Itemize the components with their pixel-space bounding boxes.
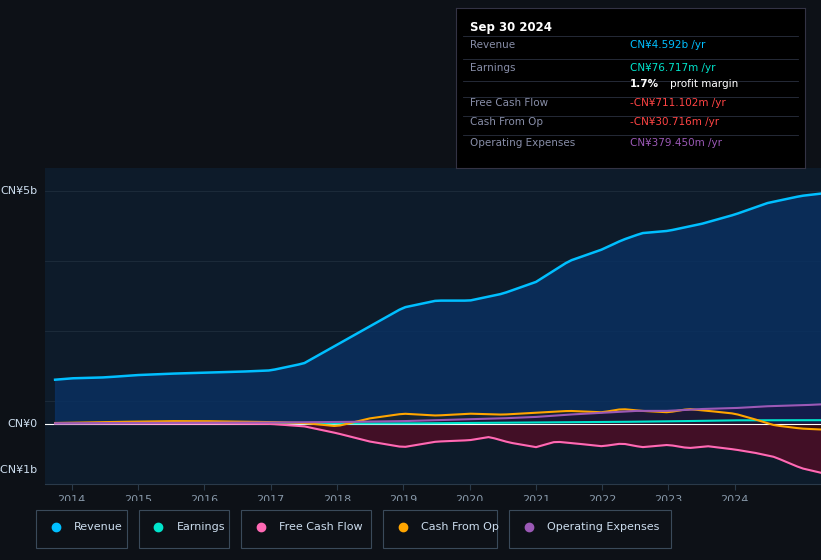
Text: Revenue: Revenue xyxy=(470,40,515,50)
Text: CN¥5b: CN¥5b xyxy=(0,186,38,196)
Text: -CN¥711.102m /yr: -CN¥711.102m /yr xyxy=(631,98,726,108)
Text: profit margin: profit margin xyxy=(670,78,739,88)
Text: Cash From Op: Cash From Op xyxy=(470,117,543,127)
Text: Cash From Op: Cash From Op xyxy=(420,522,498,532)
FancyBboxPatch shape xyxy=(509,510,671,548)
Text: Free Cash Flow: Free Cash Flow xyxy=(279,522,363,532)
Text: CN¥76.717m /yr: CN¥76.717m /yr xyxy=(631,63,716,73)
Text: CN¥4.592b /yr: CN¥4.592b /yr xyxy=(631,40,705,50)
Text: Revenue: Revenue xyxy=(74,522,122,532)
FancyBboxPatch shape xyxy=(36,510,126,548)
Text: Operating Expenses: Operating Expenses xyxy=(470,138,575,148)
Text: Earnings: Earnings xyxy=(470,63,515,73)
Text: 1.7%: 1.7% xyxy=(631,78,659,88)
Text: -CN¥1b: -CN¥1b xyxy=(0,465,38,475)
Text: CN¥0: CN¥0 xyxy=(7,419,38,429)
FancyBboxPatch shape xyxy=(241,510,371,548)
Text: -CN¥30.716m /yr: -CN¥30.716m /yr xyxy=(631,117,719,127)
Text: Free Cash Flow: Free Cash Flow xyxy=(470,98,548,108)
FancyBboxPatch shape xyxy=(383,510,498,548)
Text: CN¥379.450m /yr: CN¥379.450m /yr xyxy=(631,138,722,148)
FancyBboxPatch shape xyxy=(139,510,229,548)
Text: Operating Expenses: Operating Expenses xyxy=(547,522,659,532)
Text: Sep 30 2024: Sep 30 2024 xyxy=(470,21,552,34)
Text: Earnings: Earnings xyxy=(177,522,225,532)
